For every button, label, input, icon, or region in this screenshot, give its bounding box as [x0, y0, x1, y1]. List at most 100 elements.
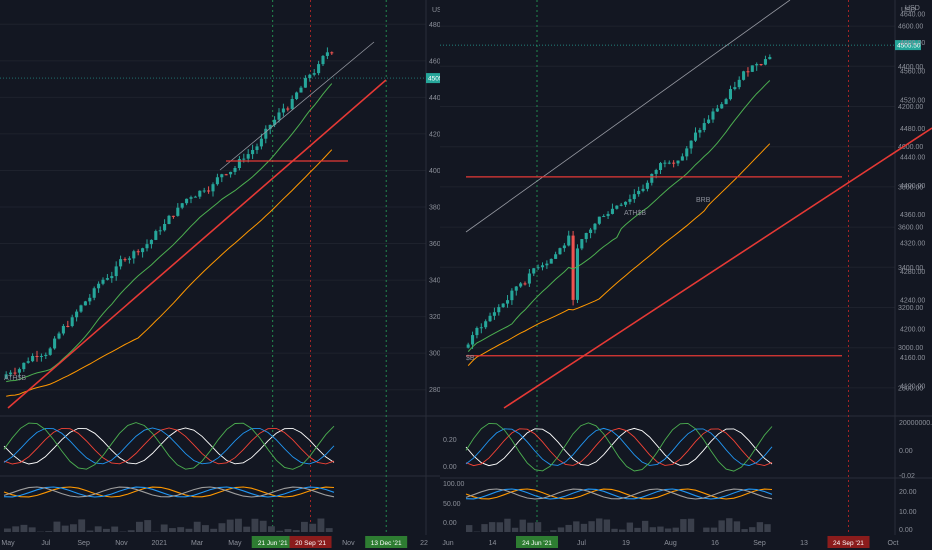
- left-chart-pane[interactable]: 2800.003000.003200.003400.003600.003800.…: [0, 0, 454, 550]
- oscillator-2-tick: 100.00: [443, 481, 465, 488]
- candle-body: [163, 223, 167, 231]
- oscillator-1-tick: 20000000.00: [899, 420, 932, 427]
- moving-average-orange: [467, 143, 771, 366]
- volume-bar: [603, 519, 611, 532]
- candle-body: [31, 355, 35, 362]
- x-tick-label: 19: [622, 540, 630, 547]
- y-axis-unit: USD: [901, 7, 916, 14]
- candle-body: [676, 160, 680, 164]
- candle-body: [26, 361, 30, 363]
- candle-body: [610, 208, 614, 214]
- candle-body: [123, 259, 127, 261]
- candle-body: [325, 52, 329, 56]
- volume-bar: [53, 521, 61, 532]
- volume-bar: [573, 521, 580, 532]
- moving-average-green: [6, 83, 333, 383]
- oscillator-1-tick: 0.20: [443, 437, 457, 444]
- candle-body: [83, 301, 87, 306]
- candle-body: [685, 148, 689, 157]
- volume-bar: [218, 523, 226, 532]
- candle-body: [654, 170, 658, 174]
- volume-bar: [276, 530, 284, 532]
- x-tick-label: Sep: [77, 540, 90, 547]
- moving-average-orange: [6, 149, 333, 397]
- candle-body: [549, 258, 553, 264]
- volume-bar: [94, 526, 102, 532]
- candle-body: [545, 263, 549, 266]
- candle-body: [637, 190, 641, 195]
- candle-body: [277, 112, 281, 120]
- x-tick-label: Jun: [442, 540, 453, 547]
- candle-body: [540, 265, 545, 268]
- y-tick-label-right: 4560.00: [900, 69, 925, 76]
- y-tick-label: 3800.00: [898, 184, 923, 191]
- y-tick-label: 4000.00: [898, 144, 923, 151]
- trend-line-support: [7, 79, 387, 409]
- volume-bar: [519, 519, 526, 532]
- candle-body: [510, 290, 514, 301]
- volume-bar: [764, 524, 771, 532]
- volume-bar: [527, 522, 534, 532]
- volume-bar: [641, 520, 649, 532]
- date-marker-badge: [516, 536, 558, 548]
- candle-body: [127, 258, 131, 260]
- candle-body: [303, 78, 307, 88]
- candle-body: [66, 325, 70, 327]
- candle-body: [189, 197, 193, 199]
- volume-bar: [268, 526, 275, 532]
- x-tick-label: Sep: [753, 540, 766, 547]
- candle-body: [114, 266, 118, 277]
- y-tick-label-right: 4280.00: [900, 269, 925, 276]
- volume-bar: [45, 531, 53, 532]
- volume-bar: [703, 527, 710, 532]
- candle-body: [532, 268, 536, 274]
- candle-body: [645, 182, 649, 189]
- candle-body: [492, 312, 496, 316]
- x-tick-label: Mar: [191, 540, 204, 547]
- oscillator-2-line: [3, 486, 335, 498]
- volume-bar: [284, 529, 292, 532]
- x-tick-label: Jul: [41, 540, 50, 547]
- candle-body: [101, 279, 105, 284]
- candle-body: [4, 374, 8, 379]
- volume-bar: [20, 524, 28, 532]
- oscillator-1-line: [3, 427, 335, 465]
- candle-body: [750, 65, 754, 72]
- oscillator-2-line: [3, 486, 335, 498]
- volume-bar: [169, 528, 176, 532]
- candle-body: [295, 92, 299, 99]
- candle-body: [554, 254, 558, 259]
- candle-body: [737, 79, 741, 88]
- candle-body: [281, 108, 285, 113]
- trend-line-channel: [219, 41, 375, 171]
- volume-bar: [251, 518, 259, 532]
- oscillator-2-line: [3, 486, 335, 498]
- chart-annotation: $B: [466, 355, 475, 362]
- candle-body: [246, 154, 250, 159]
- candle-body: [290, 98, 294, 109]
- oscillator-2-tick: 10.00: [899, 509, 917, 516]
- candle-body: [251, 150, 255, 155]
- candle-body: [48, 348, 52, 355]
- y-tick-label-right: 4120.00: [900, 384, 925, 391]
- volume-bar: [550, 530, 557, 532]
- volume-bar: [534, 522, 542, 532]
- x-tick-label: 14: [489, 540, 497, 547]
- candle-body: [471, 335, 475, 345]
- candle-body: [97, 283, 101, 289]
- volume-bar: [226, 519, 234, 532]
- x-tick-label: Nov: [115, 540, 128, 547]
- x-tick-label: 13: [800, 540, 808, 547]
- candle-body: [501, 303, 505, 308]
- volume-bar: [626, 522, 634, 532]
- y-tick-label: 4600.00: [898, 24, 923, 31]
- candle-body: [733, 87, 737, 90]
- y-tick-label-right: 4480.00: [900, 126, 925, 133]
- volume-bar: [259, 520, 267, 532]
- last-price-label: 4505.50: [897, 43, 921, 50]
- candle-body: [22, 362, 26, 370]
- last-price-badge: [895, 40, 921, 51]
- candle-body: [88, 297, 92, 302]
- right-chart-pane[interactable]: 2800.00 3000.00 3200.00 3400.00 3600.00 3800.…: [440, 0, 932, 550]
- candle-body: [615, 205, 619, 209]
